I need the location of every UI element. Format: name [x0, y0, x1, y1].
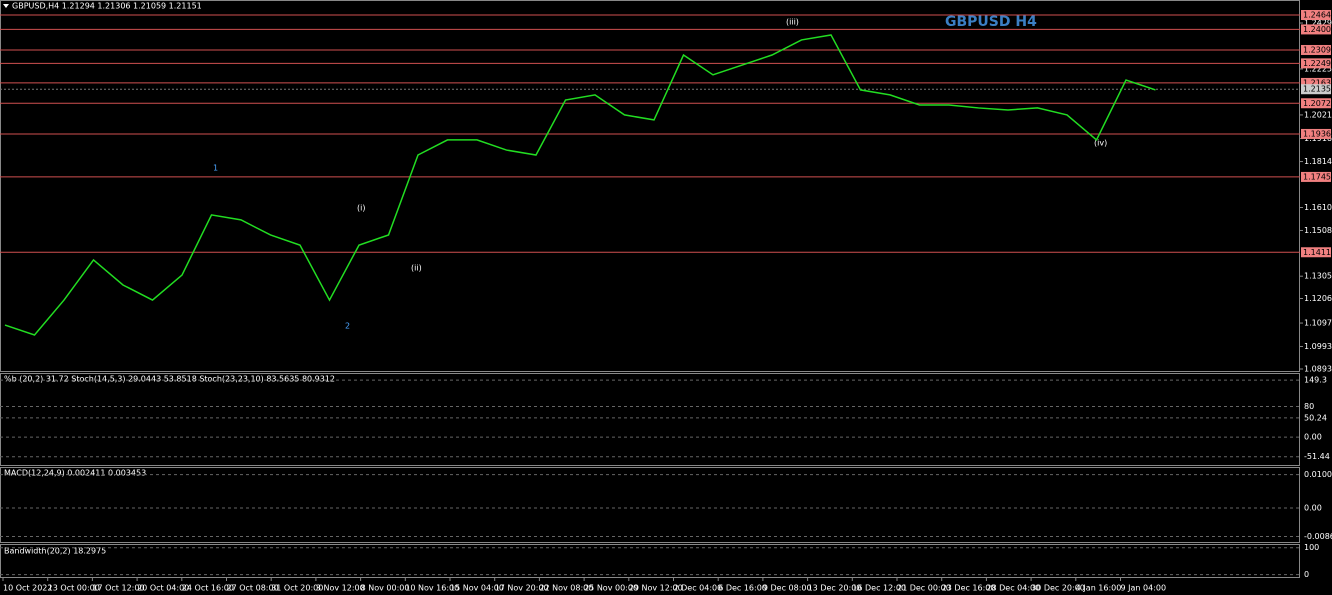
x-tick-label: 23 Dec 16:00 — [942, 584, 996, 593]
y-tick-label: 1.09930 — [1304, 342, 1332, 351]
x-tick-label: 3 Nov 12:00 — [316, 584, 365, 593]
y-tick-label: 100 — [1304, 543, 1319, 552]
wave-label: 2 — [345, 322, 350, 331]
macd-label: MACD(12,24,9) 0.002411 0.003453 — [4, 469, 146, 478]
y-tick-label: 1.24290 — [1304, 19, 1332, 28]
level-label: 1.14113 — [1303, 248, 1332, 257]
wave-label: (iv) — [1094, 139, 1107, 148]
watermark: GBPUSD H4 — [945, 14, 1037, 30]
wave-label: 1 — [213, 164, 218, 173]
y-tick-label: 1.15080 — [1304, 226, 1332, 235]
level-label: 1.24006 — [1303, 25, 1332, 34]
x-tick-label: 15 Nov 04:00 — [450, 584, 504, 593]
y-tick-label: 0.00 — [1304, 433, 1322, 442]
level-label: 1.22499 — [1303, 59, 1332, 68]
y-tick-label: 1.10970 — [1304, 319, 1332, 328]
x-tick-label: 24 Oct 16:00 — [182, 584, 234, 593]
x-tick-label: 13 Oct 00:00 — [48, 584, 100, 593]
x-tick-label: 22 Nov 08:00 — [539, 584, 593, 593]
x-tick-label: 9 Dec 08:00 — [763, 584, 812, 593]
chart-header: GBPUSD,H4 1.21294 1.21306 1.21059 1.2115… — [12, 2, 202, 11]
stoch-panel — [0, 373, 1300, 466]
level-tag — [1301, 247, 1331, 258]
x-tick-label: 6 Dec 16:00 — [718, 584, 767, 593]
level-label: 1.19365 — [1303, 129, 1332, 138]
level-label: 1.17457 — [1303, 172, 1332, 181]
menu-arrow[interactable] — [3, 4, 9, 8]
x-tick-label: 13 Dec 20:00 — [808, 584, 862, 593]
current-price-tag — [1301, 84, 1331, 95]
bandwidth-panel — [0, 544, 1300, 578]
level-label: 1.21630 — [1303, 78, 1332, 87]
wave-label: (iii) — [786, 18, 799, 27]
price-line — [4, 34, 1156, 336]
bandwidth-label: Bandwidth(20,2) 18.2975 — [4, 547, 106, 556]
level-tag — [1301, 128, 1331, 139]
main-panel — [0, 0, 1300, 372]
level-tag — [1301, 10, 1331, 20]
x-tick-label: 20 Oct 04:00 — [137, 584, 189, 593]
y-tick-label: 50.24 — [1304, 413, 1327, 422]
x-tick-label: 29 Nov 12:00 — [629, 584, 683, 593]
x-tick-label: 17 Oct 12:00 — [92, 584, 144, 593]
x-tick-label: 31 Oct 20:00 — [271, 584, 323, 593]
x-tick-label: 2 Dec 04:00 — [674, 584, 723, 593]
level-tag — [1301, 171, 1331, 182]
level-label: 1.20728 — [1303, 99, 1332, 108]
y-tick-label: 0.010093 — [1304, 470, 1332, 479]
y-tick-label: 80 — [1304, 402, 1314, 411]
y-tick-label: 1.12060 — [1304, 294, 1332, 303]
y-tick-label: 1.16100 — [1304, 203, 1332, 212]
y-tick-label: 1.08930 — [1304, 365, 1332, 374]
level-tag — [1301, 98, 1331, 109]
x-tick-label: 21 Dec 00:00 — [897, 584, 951, 593]
level-tag — [1301, 24, 1331, 35]
y-tick-label: 1.13050 — [1304, 272, 1332, 281]
y-tick-label: 0 — [1304, 570, 1309, 579]
y-tick-label: -51.44 — [1304, 452, 1330, 461]
x-tick-label: 17 Nov 20:00 — [495, 584, 549, 593]
y-tick-label: 0.00 — [1304, 503, 1322, 512]
y-tick-label: 1.20210 — [1304, 110, 1332, 119]
x-tick-label: 9 Jan 04:00 — [1121, 584, 1167, 593]
x-tick-label: 8 Nov 00:00 — [361, 584, 410, 593]
level-label: 1.23093 — [1303, 45, 1332, 54]
wave-label: (ii) — [411, 264, 422, 273]
x-tick-label: 30 Dec 20:00 — [1031, 584, 1085, 593]
level-tag — [1301, 77, 1331, 88]
y-tick-label: 149.3 — [1304, 376, 1327, 385]
x-tick-label: 28 Dec 04:00 — [986, 584, 1040, 593]
x-tick-label: 16 Dec 12:00 — [852, 584, 906, 593]
wave-label: (i) — [357, 204, 365, 213]
level-label: 1.24646 — [1303, 11, 1332, 20]
x-tick-label: 10 Nov 16:00 — [405, 584, 459, 593]
x-tick-label: 27 Oct 08:00 — [227, 584, 279, 593]
y-tick-label: -0.008644 — [1304, 532, 1332, 541]
x-tick-label: 4 Jan 16:00 — [1076, 584, 1122, 593]
y-tick-label: 1.18140 — [1304, 157, 1332, 166]
level-tag — [1301, 58, 1331, 69]
y-tick-label: 1.22250 — [1304, 64, 1332, 73]
level-tag — [1301, 44, 1331, 55]
stoch-label: %b (20,2) 31.72 Stoch(14,5,3) 29.0443 53… — [4, 375, 335, 384]
x-tick-label: 10 Oct 2022 — [3, 584, 52, 593]
macd-panel — [0, 467, 1300, 543]
x-tick-label: 25 Nov 00:00 — [584, 584, 638, 593]
